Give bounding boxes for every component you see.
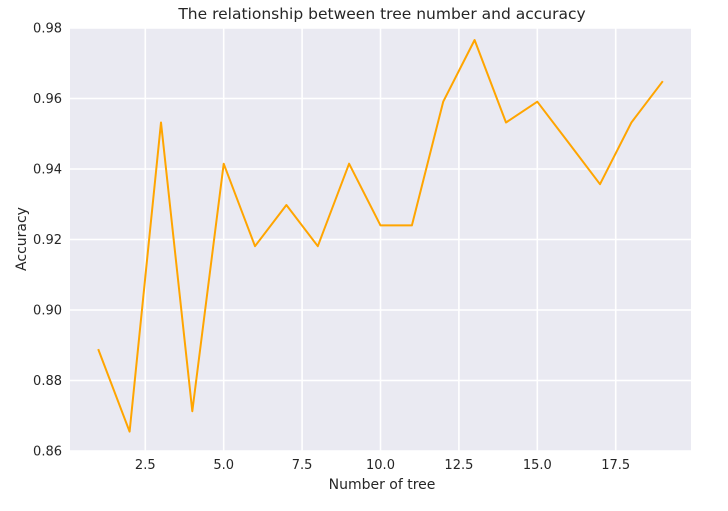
- y-tick-label: 0.98: [33, 22, 62, 37]
- accuracy-series-line: [97, 39, 664, 433]
- x-tick-label: 17.5: [601, 458, 630, 473]
- y-axis-label: Accuracy: [14, 207, 30, 271]
- x-tick-label: 10.0: [366, 458, 395, 473]
- y-tick-label: 0.90: [33, 304, 62, 319]
- y-tick-labels: 0.86 0.88 0.90 0.92 0.94 0.96 0.98: [33, 22, 62, 460]
- y-tick-label: 0.92: [33, 233, 62, 248]
- y-tick-label: 0.94: [33, 163, 62, 178]
- series-group: [97, 39, 664, 433]
- x-tick-label: 15.0: [523, 458, 552, 473]
- x-tick-label: 2.5: [135, 458, 156, 473]
- chart-title: The relationship between tree number and…: [177, 5, 585, 23]
- x-tick-label: 7.5: [292, 458, 313, 473]
- x-tick-labels: 2.5 5.0 7.5 10.0 12.5 15.0 17.5: [135, 458, 630, 473]
- y-tick-label: 0.88: [33, 374, 62, 389]
- x-tick-label: 12.5: [444, 458, 473, 473]
- y-tick-label: 0.96: [33, 92, 62, 107]
- x-axis-label: Number of tree: [329, 477, 436, 493]
- x-tick-label: 5.0: [213, 458, 234, 473]
- y-tick-label: 0.86: [33, 445, 62, 460]
